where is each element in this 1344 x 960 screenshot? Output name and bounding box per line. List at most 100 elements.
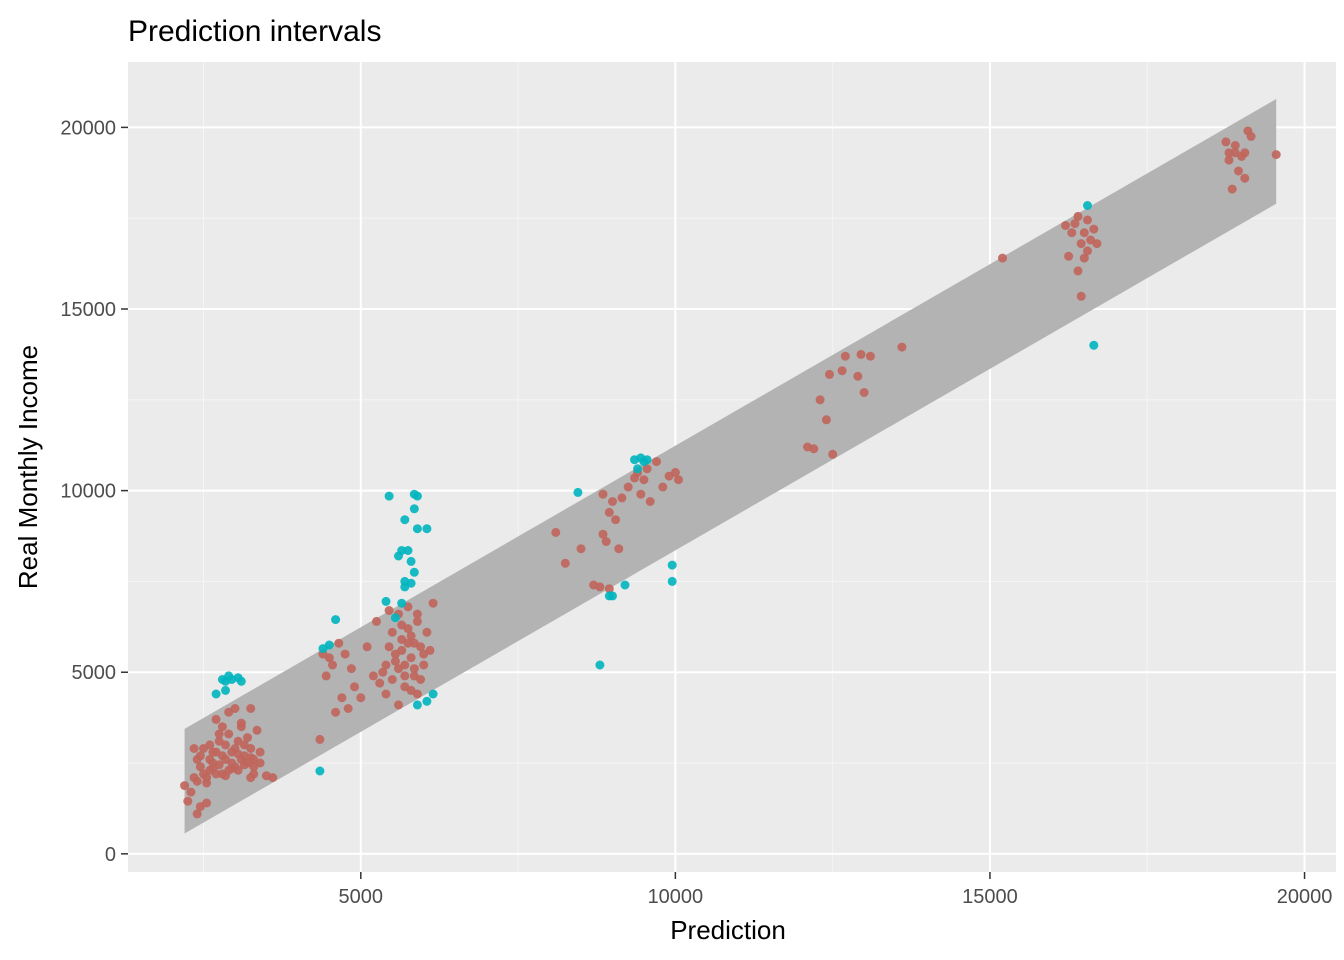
data-point <box>233 749 243 759</box>
data-point <box>422 696 432 706</box>
data-point <box>859 388 869 397</box>
data-point <box>356 693 366 703</box>
data-point <box>1076 239 1086 249</box>
y-axis-ticks: 0 5000 10000 15000 20000 <box>60 117 128 866</box>
data-point <box>1061 221 1070 230</box>
data-point <box>573 487 583 497</box>
data-point <box>576 544 586 554</box>
x-tick-label: 10000 <box>648 886 704 908</box>
data-point <box>384 491 394 501</box>
data-point <box>623 482 633 492</box>
data-point <box>412 616 422 626</box>
y-tick-label: 20000 <box>60 117 116 139</box>
data-point <box>315 734 325 744</box>
data-point <box>1083 201 1092 210</box>
data-point <box>595 660 605 670</box>
data-point <box>387 627 397 637</box>
data-point <box>428 689 438 699</box>
data-point <box>195 751 205 761</box>
data-point <box>1092 239 1102 249</box>
data-point <box>617 493 627 503</box>
data-point <box>1227 184 1237 194</box>
y-tick-label: 0 <box>105 844 116 866</box>
data-point <box>397 598 407 608</box>
data-point <box>195 762 205 772</box>
data-point <box>230 704 240 713</box>
data-point <box>381 660 391 670</box>
data-point <box>409 664 419 674</box>
data-point <box>217 722 227 732</box>
data-point <box>598 489 608 499</box>
x-tick-label: 20000 <box>1277 886 1333 908</box>
data-point <box>397 620 407 630</box>
data-point <box>1246 132 1256 141</box>
data-point <box>350 682 359 692</box>
x-tick-label: 15000 <box>962 886 1018 908</box>
data-point <box>809 444 819 454</box>
data-point <box>604 507 614 517</box>
data-point <box>1089 224 1099 234</box>
data-point <box>614 544 624 554</box>
data-point <box>378 667 388 677</box>
data-point <box>346 664 356 674</box>
data-point <box>1083 246 1092 256</box>
data-point <box>375 678 385 688</box>
data-point <box>825 369 834 379</box>
data-point <box>828 449 838 459</box>
data-point <box>1064 251 1074 261</box>
data-point <box>998 253 1007 263</box>
data-point <box>633 464 643 474</box>
y-axis-title: Real Monthly Income <box>13 345 43 589</box>
data-point <box>412 700 422 710</box>
data-point <box>595 582 605 592</box>
data-point <box>1070 219 1080 229</box>
data-point <box>343 704 353 713</box>
data-point <box>1240 148 1250 158</box>
data-point <box>1067 228 1077 238</box>
data-point <box>246 744 256 753</box>
data-point <box>180 781 190 791</box>
data-point <box>409 638 419 648</box>
data-point <box>221 740 230 750</box>
data-point <box>331 707 341 717</box>
data-point <box>390 649 400 659</box>
data-point <box>412 491 422 501</box>
data-point <box>186 787 196 797</box>
data-point <box>315 766 325 776</box>
data-point <box>381 596 391 606</box>
data-point <box>601 537 611 546</box>
data-point <box>658 482 668 492</box>
data-point <box>1224 155 1234 165</box>
data-point <box>205 754 215 764</box>
y-tick-label: 15000 <box>60 299 116 321</box>
data-point <box>246 753 256 763</box>
data-point <box>1076 291 1086 301</box>
data-point <box>239 760 249 770</box>
data-point <box>400 582 410 592</box>
data-point <box>409 504 419 514</box>
data-point <box>255 758 265 768</box>
data-point <box>1079 228 1089 238</box>
data-point <box>324 653 334 663</box>
data-point <box>243 733 252 743</box>
data-point <box>642 455 652 465</box>
data-point <box>214 729 224 739</box>
data-point <box>394 700 403 710</box>
data-point <box>221 771 230 781</box>
data-point <box>422 524 432 534</box>
data-point <box>202 798 212 808</box>
data-point <box>1089 340 1099 350</box>
data-point <box>390 613 400 623</box>
data-point <box>639 475 649 485</box>
data-point <box>394 664 403 674</box>
points-inside-interval <box>180 126 1281 819</box>
data-point <box>636 489 646 499</box>
data-point <box>183 796 193 806</box>
prediction-interval-band <box>184 99 1277 834</box>
x-tick-label: 5000 <box>339 886 384 908</box>
data-point <box>419 649 429 659</box>
data-points <box>180 126 1281 819</box>
data-point <box>608 591 617 601</box>
data-point <box>667 576 677 586</box>
